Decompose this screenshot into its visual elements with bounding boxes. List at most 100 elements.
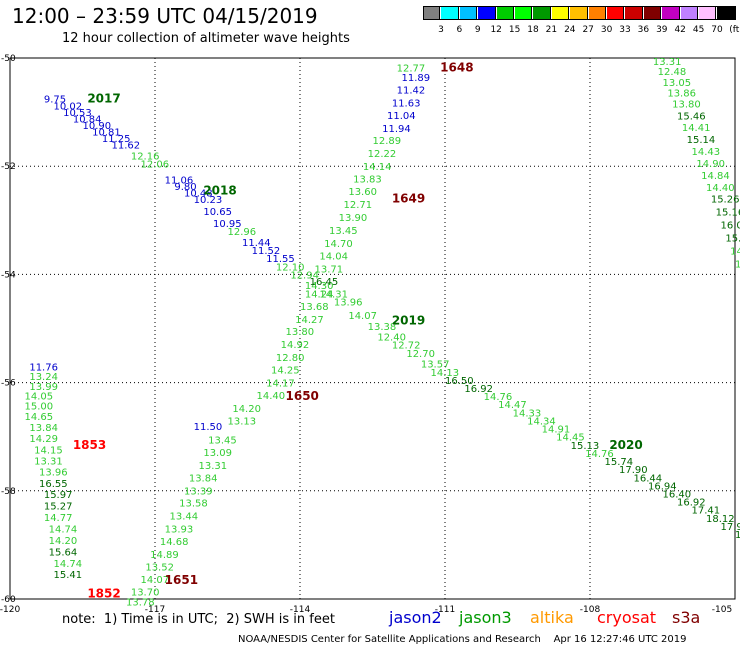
color-scale-label: 33	[619, 25, 631, 35]
jason2-label: 10.95	[213, 219, 242, 230]
jason3-label: 14.40	[706, 183, 735, 194]
jason3-label: 13.44	[170, 512, 199, 523]
jason2-label: 11.25	[102, 134, 131, 145]
color-scale-label: 18	[527, 25, 539, 35]
jason2-label: 10.90	[83, 121, 112, 132]
jason3-label: 16.44	[634, 473, 663, 484]
jason2-label: 11.89	[402, 73, 431, 84]
jason3-label: 13.90	[339, 213, 368, 224]
color-scale-label: 36	[637, 25, 650, 35]
jason3-label: 14.43	[692, 147, 721, 158]
jason3-label: 12.71	[344, 200, 373, 211]
jason3-label: 14.47	[498, 400, 527, 411]
jason3-label: 16.45	[310, 277, 339, 288]
years-label: 2017	[87, 92, 120, 106]
jason3-label: 13.57	[421, 360, 450, 371]
jason2-label: 9.80	[174, 182, 196, 193]
jason2-label: 11.44	[242, 238, 271, 249]
color-scale-label: 39	[656, 25, 668, 35]
longitude-tick-labels: -120 -117 -114 -111 -108 -105	[0, 605, 732, 615]
longitude-tick: -117	[145, 605, 165, 615]
jason3-label: 15.13	[571, 441, 600, 452]
jason3-label: 15.64	[49, 547, 78, 558]
color-scale-cell	[588, 6, 606, 20]
jason3-label: 13.31	[653, 57, 682, 68]
color-scale-label: 45	[692, 25, 705, 35]
legend-item-jason3: jason3	[459, 608, 512, 627]
jason3-label: 14.04	[319, 251, 348, 262]
jason3-label: 14.65	[25, 412, 54, 423]
jason3-label: 13.86	[667, 89, 696, 100]
jason2-label: 11.55	[266, 254, 295, 265]
jason3-label: 12.48	[658, 67, 687, 78]
color-scale-label: 15	[508, 25, 521, 35]
jason3-label: 14.70	[324, 239, 353, 250]
jason3-label: 13.58	[179, 499, 208, 510]
jason3-label: 15.41	[54, 570, 83, 581]
jason3-label: 13.68	[300, 302, 329, 313]
jason3-label: 14.92	[281, 340, 310, 351]
jason3-label: 16.94	[648, 481, 677, 492]
jason2-label: 11.04	[387, 111, 416, 122]
jason3-label: 15.26	[711, 195, 740, 206]
page-subtitle: 12 hour collection of altimeter wave hei…	[62, 31, 350, 46]
jason3-label: 16.55	[39, 479, 68, 490]
jason3-label: 17.94	[721, 522, 740, 533]
jason2-label: 11.52	[252, 246, 281, 257]
jason3-label: 14.34	[527, 416, 556, 427]
jason3-label: 13.83	[353, 175, 382, 186]
jason3-label: 13.09	[203, 448, 232, 459]
jason3-label: 14.15	[34, 446, 63, 457]
jason2-label: 11.63	[392, 98, 421, 109]
jason2-label: 11.76	[29, 362, 58, 373]
cryosat-label: 1649	[392, 192, 425, 206]
jason3-label: 14.25	[271, 366, 300, 377]
latitude-tick: -50	[1, 54, 16, 64]
jason2-label: 11.42	[397, 85, 426, 96]
jason3-label: 14.07	[141, 575, 170, 586]
map-frame	[9, 57, 736, 600]
longitude-tick: -108	[580, 605, 601, 615]
color-scale-cell	[423, 6, 441, 20]
jason3-label: 12.72	[392, 341, 421, 352]
color-scale-cell	[570, 6, 588, 20]
jason3-label: 13.13	[228, 416, 257, 427]
jason2-label: 9.75	[44, 95, 66, 106]
color-scale-cell	[478, 6, 496, 20]
jason3-label: 14.68	[160, 537, 189, 548]
jason3-label: 14.76	[585, 449, 614, 460]
jason3-label: 13.60	[348, 187, 377, 198]
jason3-label: 14.45	[556, 433, 585, 444]
color-scale-label: 3	[438, 25, 444, 35]
jason3-label: 13.31	[34, 457, 63, 468]
jason3-label: 16.50	[445, 376, 474, 387]
legend-item-s3a: s3a	[672, 608, 701, 627]
jason3-label: 12.89	[373, 136, 402, 147]
jason3-label: 15.16	[716, 208, 740, 219]
jason3-label: 12.16	[131, 151, 160, 162]
jason3-label: 16.92	[677, 498, 706, 509]
jason3-label: 13.39	[184, 486, 213, 497]
cryosat-label: 1853	[73, 438, 106, 452]
jason3-label: 14.05	[25, 392, 54, 403]
jason3-label: 15.00	[25, 401, 54, 412]
jason3-label: 12.22	[368, 149, 397, 160]
color-scale-unit: (ft)	[729, 25, 740, 35]
jason2-label: 11.94	[382, 124, 411, 135]
color-scale-cell	[496, 6, 514, 20]
jason3-label: 13.99	[29, 382, 58, 393]
jason3-label: 14.29	[29, 434, 58, 445]
longitude-tick: -105	[712, 605, 732, 615]
page-title: 12:00 – 23:59 UTC 04/15/2019	[12, 4, 318, 28]
color-scale-cell	[625, 6, 643, 20]
jason3-label: 12.40	[377, 333, 406, 344]
color-scale-label: 70	[711, 25, 723, 35]
jason3-label: 15.27	[44, 501, 73, 512]
jason3-label: 14.13	[431, 368, 460, 379]
jason3-label: 13.38	[368, 322, 397, 333]
legend-item-cryosat: cryosat	[597, 608, 657, 627]
jason3-label: 14.30	[305, 281, 334, 292]
jason3-label: 13.70	[131, 587, 160, 598]
wave-height-labels: 9.7510.0210.5310.8410.9010.8111.2511.621…	[25, 57, 740, 608]
